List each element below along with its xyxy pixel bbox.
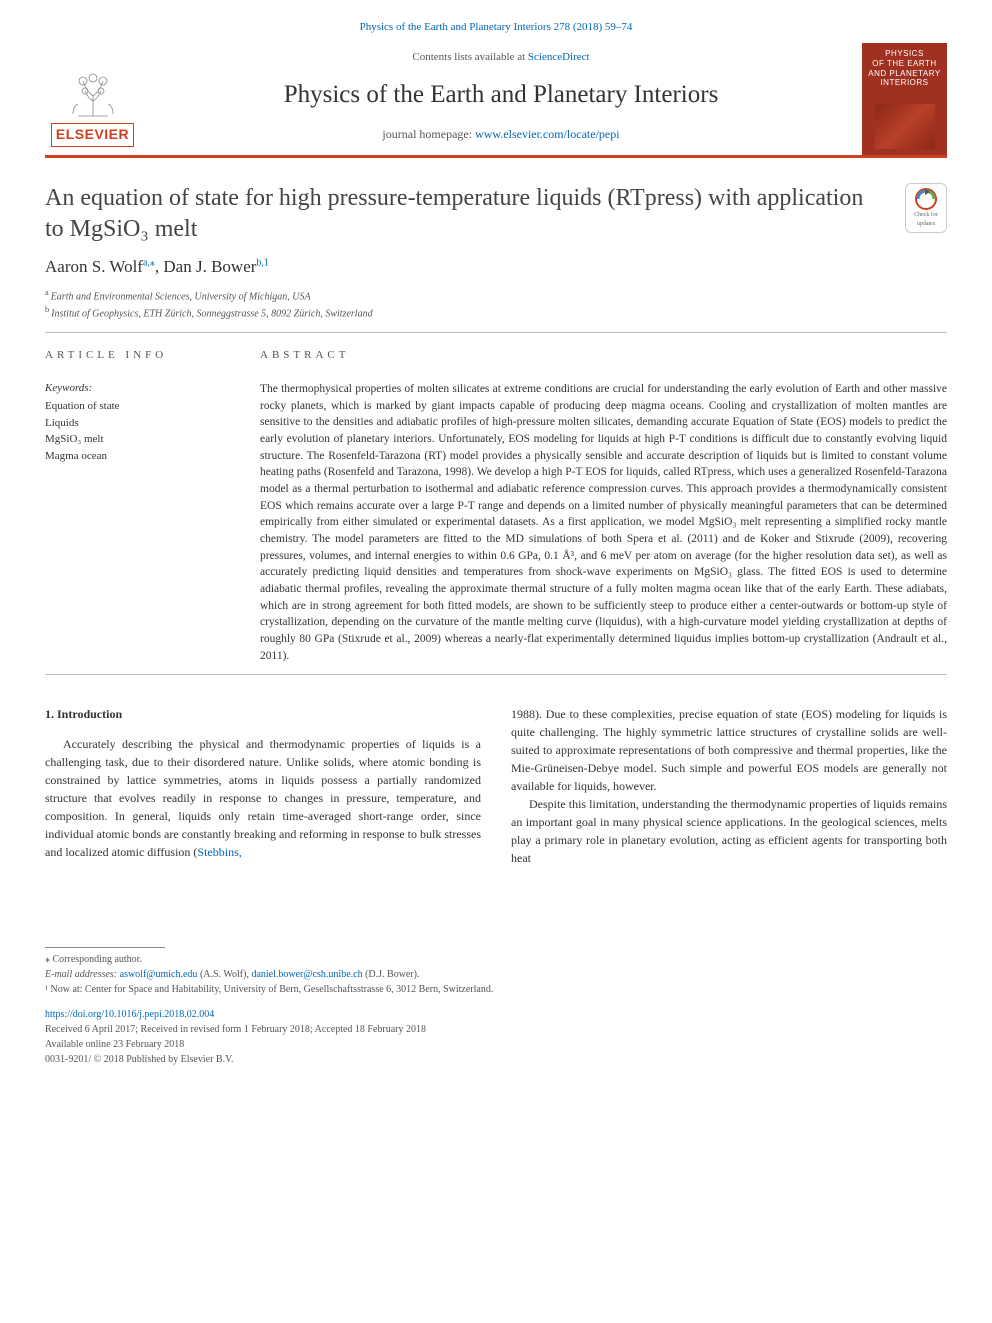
article-info-label: ARTICLE INFO bbox=[45, 348, 230, 363]
author-2-affil[interactable]: b,1 bbox=[256, 257, 269, 268]
divider bbox=[45, 674, 947, 675]
footer: ⁎ Corresponding author. E-mail addresses… bbox=[45, 947, 947, 1067]
citation-link[interactable]: Stebbins, bbox=[197, 845, 241, 859]
journal-header: ELSEVIER Contents lists available at Sci… bbox=[45, 43, 947, 157]
homepage-line: journal homepage: www.elsevier.com/locat… bbox=[150, 126, 852, 143]
keywords-list: Equation of state Liquids MgSiO₃ melt Ma… bbox=[45, 398, 230, 464]
email-line: E-mail addresses: aswolf@umich.edu (A.S.… bbox=[45, 967, 947, 982]
keywords-label: Keywords: bbox=[45, 381, 230, 396]
article-title: An equation of state for high pressure-t… bbox=[45, 183, 885, 245]
journal-name: Physics of the Earth and Planetary Inter… bbox=[150, 77, 852, 112]
divider bbox=[45, 332, 947, 333]
keyword: Magma ocean bbox=[45, 448, 230, 465]
cover-line: AND PLANETARY bbox=[868, 69, 940, 78]
body-column-left: 1. Introduction Accurately describing th… bbox=[45, 705, 481, 867]
homepage-link[interactable]: www.elsevier.com/locate/pepi bbox=[475, 127, 620, 141]
journal-cover[interactable]: PHYSICS OF THE EARTH AND PLANETARY INTER… bbox=[862, 43, 947, 154]
affiliation-b: bInstitut of Geophysics, ETH Zürich, Son… bbox=[45, 304, 947, 321]
available-line: Available online 23 February 2018 bbox=[45, 1039, 184, 1050]
doi-link[interactable]: https://doi.org/10.1016/j.pepi.2018.02.0… bbox=[45, 1009, 214, 1020]
article-info: ARTICLE INFO Keywords: Equation of state… bbox=[45, 348, 230, 665]
cover-line: PHYSICS bbox=[885, 49, 924, 58]
cover-image bbox=[875, 104, 935, 149]
sciencedirect-link[interactable]: ScienceDirect bbox=[528, 51, 590, 63]
author-1[interactable]: Aaron S. Wolf bbox=[45, 257, 143, 276]
info-abstract-row: ARTICLE INFO Keywords: Equation of state… bbox=[45, 348, 947, 665]
contents-line: Contents lists available at ScienceDirec… bbox=[150, 50, 852, 65]
doi-block: https://doi.org/10.1016/j.pepi.2018.02.0… bbox=[45, 1007, 947, 1067]
email-link-1[interactable]: aswolf@umich.edu bbox=[120, 969, 198, 980]
body-column-right: 1988). Due to these complexities, precis… bbox=[511, 705, 947, 867]
abstract-text: The thermophysical properties of molten … bbox=[260, 381, 947, 664]
check-updates-icon bbox=[914, 187, 938, 211]
cover-line: INTERIORS bbox=[880, 78, 928, 87]
body-text: ). Due to these complexities, precise eq… bbox=[511, 707, 947, 793]
elsevier-wordmark: ELSEVIER bbox=[51, 123, 134, 147]
check-updates-badge[interactable]: Check for updates bbox=[905, 183, 947, 233]
affiliations: aEarth and Environmental Sciences, Unive… bbox=[45, 287, 947, 322]
cover-title: PHYSICS OF THE EARTH AND PLANETARY INTER… bbox=[868, 49, 940, 87]
homepage-prefix: journal homepage: bbox=[382, 127, 475, 141]
body-paragraph: 1988). Due to these complexities, precis… bbox=[511, 705, 947, 795]
issue-citation[interactable]: Physics of the Earth and Planetary Inter… bbox=[45, 20, 947, 35]
email-link-2[interactable]: daniel.bower@csh.unibe.ch bbox=[251, 969, 362, 980]
email-name-2: (D.J. Bower). bbox=[363, 969, 420, 980]
body-paragraph: Despite this limitation, understanding t… bbox=[511, 795, 947, 867]
authors: Aaron S. Wolfa,⁎, Dan J. Bowerb,1 bbox=[45, 255, 947, 279]
cover-line: OF THE EARTH bbox=[872, 59, 936, 68]
contents-prefix: Contents lists available at bbox=[412, 51, 527, 63]
section-heading-1: 1. Introduction bbox=[45, 705, 481, 723]
body-paragraph: Accurately describing the physical and t… bbox=[45, 735, 481, 861]
affiliation-a-text: Earth and Environmental Sciences, Univer… bbox=[51, 291, 311, 302]
abstract-label: ABSTRACT bbox=[260, 348, 947, 363]
corresponding-author: ⁎ Corresponding author. bbox=[45, 952, 947, 967]
email-name-1: (A.S. Wolf), bbox=[197, 969, 251, 980]
body-text: Accurately describing the physical and t… bbox=[45, 737, 481, 859]
affiliation-b-text: Institut of Geophysics, ETH Zürich, Sonn… bbox=[51, 309, 372, 320]
author-2[interactable]: , Dan J. Bower bbox=[155, 257, 257, 276]
body-columns: 1. Introduction Accurately describing th… bbox=[45, 705, 947, 867]
keyword: Liquids bbox=[45, 415, 230, 432]
publisher-logo[interactable]: ELSEVIER bbox=[45, 43, 140, 154]
abstract: ABSTRACT The thermophysical properties o… bbox=[260, 348, 947, 665]
citation-link[interactable]: 1988 bbox=[511, 707, 535, 721]
keyword: MgSiO₃ melt bbox=[45, 431, 230, 448]
received-line: Received 6 April 2017; Received in revis… bbox=[45, 1024, 426, 1035]
journal-title-block: Contents lists available at ScienceDirec… bbox=[140, 43, 862, 154]
affiliation-a: aEarth and Environmental Sciences, Unive… bbox=[45, 287, 947, 304]
author-1-affil[interactable]: a,⁎ bbox=[143, 257, 155, 268]
keyword: Equation of state bbox=[45, 398, 230, 415]
check-updates-label: Check for updates bbox=[908, 211, 944, 228]
footnote-1: ¹ Now at: Center for Space and Habitabil… bbox=[45, 982, 947, 997]
email-label: E-mail addresses: bbox=[45, 969, 120, 980]
copyright-line: 0031-9201/ © 2018 Published by Elsevier … bbox=[45, 1054, 234, 1065]
footnote-divider bbox=[45, 947, 165, 948]
title-row: An equation of state for high pressure-t… bbox=[45, 183, 947, 245]
elsevier-tree-icon bbox=[58, 66, 128, 121]
